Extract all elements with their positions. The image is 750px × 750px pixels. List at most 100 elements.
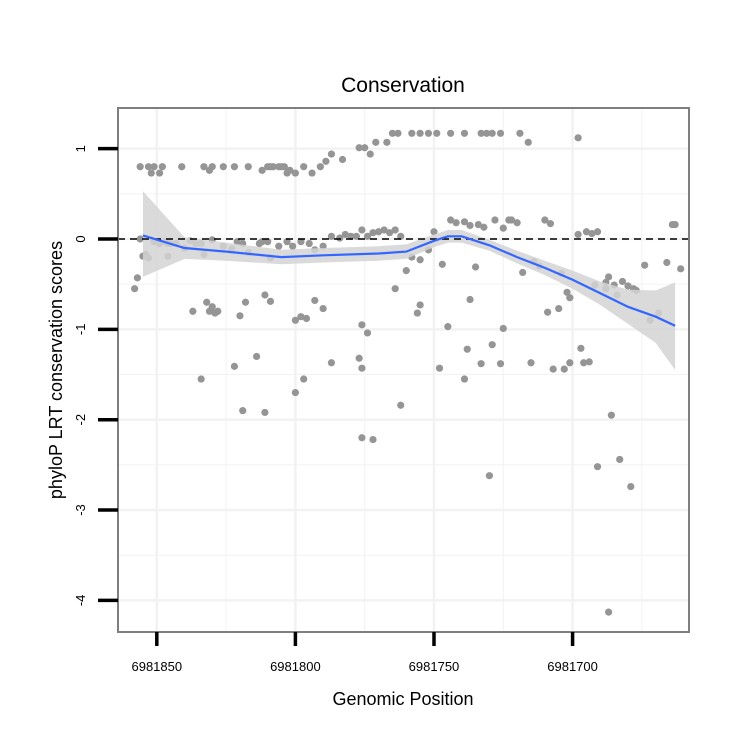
data-point — [546, 220, 555, 228]
data-point — [491, 216, 499, 224]
data-point — [327, 359, 336, 367]
data-point — [447, 216, 455, 224]
data-point — [416, 256, 424, 264]
data-point — [438, 260, 446, 268]
data-point — [624, 282, 632, 290]
chart-title: Conservation — [341, 74, 465, 97]
x-tick-label: 6981750 — [409, 659, 460, 674]
data-point — [496, 360, 505, 368]
data-point — [519, 268, 527, 277]
x-axis-ticks: 6981850 6981800 6981750 6981700 — [131, 632, 598, 674]
data-point — [544, 308, 552, 316]
data-point — [319, 304, 327, 313]
data-point — [593, 463, 602, 471]
data-point — [150, 163, 158, 171]
data-point — [433, 129, 441, 137]
data-point — [474, 220, 482, 229]
data-point — [627, 482, 635, 491]
data-point — [488, 129, 496, 137]
data-point — [266, 297, 275, 305]
data-point — [261, 291, 269, 299]
data-point — [408, 129, 416, 137]
data-point — [144, 163, 153, 171]
data-point — [605, 273, 613, 281]
data-point — [208, 303, 216, 311]
data-point — [264, 238, 272, 246]
data-point — [566, 294, 574, 302]
data-point — [131, 285, 139, 293]
data-point — [488, 341, 496, 349]
data-point — [283, 238, 291, 246]
data-point — [297, 238, 305, 246]
y-tick-label: 0 — [73, 235, 88, 242]
y-tick-label: -1 — [73, 324, 88, 336]
y-tick-label: -3 — [73, 504, 88, 516]
data-point — [549, 365, 557, 373]
data-point — [311, 296, 319, 305]
data-point — [582, 228, 591, 236]
data-point — [241, 298, 250, 306]
data-point — [402, 267, 410, 275]
y-axis-title: phyloP LRT conservation scores — [46, 241, 66, 499]
data-point — [239, 407, 247, 415]
data-point — [555, 304, 563, 313]
data-point — [275, 242, 283, 250]
data-point — [289, 242, 297, 250]
data-point — [397, 401, 405, 409]
data-point — [363, 232, 372, 240]
data-point — [496, 129, 505, 137]
data-point — [394, 129, 402, 137]
data-point — [316, 163, 324, 171]
data-point — [499, 224, 507, 232]
data-point — [585, 358, 593, 366]
y-axis-ticks: 1 0 -1 -2 -3 -4 — [73, 145, 118, 606]
data-point — [286, 166, 294, 174]
data-point — [477, 360, 485, 368]
data-point — [338, 155, 347, 164]
x-tick-label: 6981700 — [547, 659, 598, 674]
data-point — [444, 323, 452, 331]
data-point — [671, 220, 679, 229]
data-point — [358, 226, 366, 234]
data-point — [355, 354, 363, 362]
data-point — [322, 157, 330, 165]
grid-lines — [118, 108, 689, 632]
data-point — [618, 277, 627, 286]
data-point — [663, 258, 671, 267]
data-point — [485, 472, 494, 480]
data-point — [219, 163, 227, 171]
data-point — [499, 324, 507, 333]
data-point — [291, 169, 299, 177]
data-point — [372, 138, 380, 146]
data-point — [366, 150, 374, 158]
y-tick-label: -4 — [73, 595, 88, 607]
data-point — [560, 365, 568, 373]
data-point — [261, 408, 269, 417]
data-point — [297, 313, 305, 321]
data-point — [230, 163, 239, 171]
data-point — [380, 226, 388, 234]
data-point — [386, 229, 394, 237]
data-point — [208, 163, 216, 171]
data-point — [641, 261, 649, 269]
data-point — [136, 163, 144, 171]
smooth-trend-line — [142, 234, 676, 327]
data-point — [358, 434, 366, 442]
data-point — [300, 375, 308, 383]
data-point — [480, 223, 488, 231]
data-points — [131, 129, 685, 616]
data-point — [252, 352, 261, 361]
confidence-band — [142, 191, 676, 370]
data-point — [369, 229, 377, 237]
y-tick-label: -2 — [73, 414, 88, 426]
data-point — [155, 169, 164, 177]
data-point — [308, 169, 316, 177]
data-point — [508, 216, 516, 224]
data-point — [300, 163, 308, 171]
data-point — [214, 307, 222, 315]
data-point — [341, 230, 349, 239]
data-point — [452, 219, 460, 227]
data-point — [580, 359, 588, 367]
data-point — [147, 169, 155, 177]
data-point — [391, 226, 399, 234]
